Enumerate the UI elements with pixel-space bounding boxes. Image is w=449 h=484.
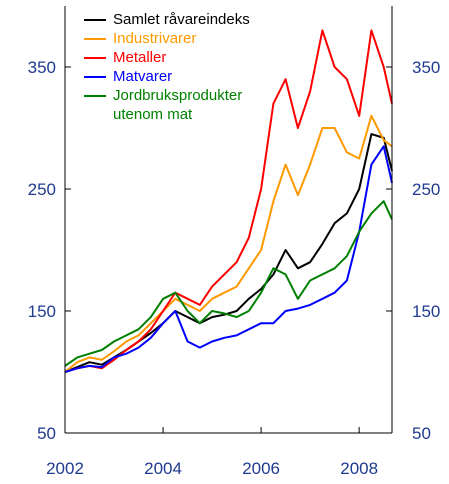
legend-swatch <box>84 38 106 40</box>
y2-tick-label: 250 <box>412 180 440 199</box>
legend-swatch <box>84 19 106 21</box>
series-line <box>64 145 393 373</box>
series-line <box>64 114 393 373</box>
legend: Samlet råvareindeks Industrivarer Metaller… <box>84 10 264 124</box>
x-tick-label: 2002 <box>46 459 84 478</box>
legend-entry: Metaller <box>84 48 264 67</box>
y-tick-label: 50 <box>37 424 56 443</box>
legend-label: Industrivarer <box>113 30 197 47</box>
x-tick-label: 2006 <box>242 459 280 478</box>
legend-entry: Matvarer <box>84 67 264 86</box>
legend-label: Jordbruksprodukter utenom mat <box>113 87 243 123</box>
y2-tick-label: 50 <box>412 424 431 443</box>
legend-label: Matvarer <box>113 68 173 85</box>
x-tick-label: 2008 <box>340 459 378 478</box>
legend-entry: Samlet råvareindeks <box>84 10 264 29</box>
legend-entry: Jordbruksprodukter utenom mat <box>84 86 264 124</box>
y-tick-label: 250 <box>28 180 56 199</box>
legend-label: Metaller <box>113 49 167 66</box>
series-line <box>64 200 393 367</box>
y2-tick-label: 150 <box>412 302 440 321</box>
legend-entry: Industrivarer <box>84 29 264 48</box>
legend-swatch <box>84 57 106 59</box>
legend-swatch <box>84 95 106 97</box>
legend-label: Samlet råvareindeks <box>113 11 250 28</box>
y2-tick-label: 350 <box>412 58 440 77</box>
legend-swatch <box>84 76 106 78</box>
x-tick-label: 2004 <box>144 459 182 478</box>
y-tick-label: 150 <box>28 302 56 321</box>
y-tick-label: 350 <box>28 58 56 77</box>
